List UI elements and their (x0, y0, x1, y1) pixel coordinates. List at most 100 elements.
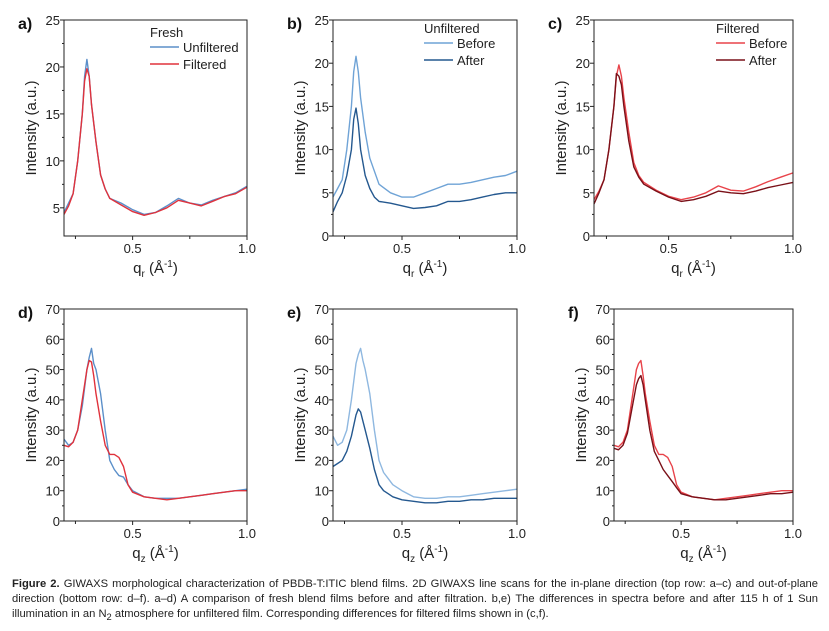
legend-entry: After (749, 53, 777, 68)
y-tick-label: 10 (576, 143, 590, 158)
panel-label: e) (287, 305, 301, 322)
x-label-q: q (680, 545, 688, 562)
panel-label: c) (548, 16, 562, 33)
y-tick-label: 50 (315, 363, 329, 378)
y-tick-label: 30 (46, 423, 60, 438)
y-tick-label: 30 (596, 423, 610, 438)
y-tick-label: 10 (46, 154, 60, 169)
x-label-open: (Å (414, 260, 433, 277)
y-tick-label: 15 (576, 99, 590, 114)
series-line-unfiltered (63, 347, 248, 499)
y-tick-label: 0 (322, 229, 329, 244)
x-label-sup: -1 (164, 259, 173, 270)
caption-n: N (98, 608, 107, 620)
y-tick-label: 25 (576, 13, 590, 28)
x-label-sub: r (679, 269, 683, 280)
x-label-close: ) (442, 260, 447, 277)
y-tick-label: 40 (46, 393, 60, 408)
y-tick-label: 25 (46, 13, 60, 28)
y-axis-label: Intensity (a.u.) (292, 367, 309, 462)
chart-panel-b: 0.5 1.0 0 5 10 15 20 25 Intensity (a.u.) qr (Å-1)… (287, 13, 526, 280)
chart-panel-c: 0.5 1.0 0 5 10 15 20 25 Intensity (a.u.) qr (Å-1)… (548, 13, 802, 280)
series-line-after (332, 107, 517, 213)
plot-frame (63, 308, 248, 522)
y-tick-label: 50 (596, 363, 610, 378)
x-label-open: (Å (146, 545, 165, 562)
y-tick-label: 30 (315, 423, 329, 438)
plot-frame (63, 19, 248, 237)
x-label-close: ) (443, 545, 448, 562)
y-tick-label: 20 (315, 453, 329, 468)
x-axis-label: qr (Å-1) (403, 259, 448, 280)
legend-entry: Filtered (183, 57, 226, 72)
y-tick-label: 60 (596, 332, 610, 347)
x-label-close: ) (174, 545, 179, 562)
y-tick-label: 10 (46, 484, 60, 499)
x-label-q: q (132, 545, 140, 562)
x-label-sub: z (410, 554, 415, 565)
x-tick-label: 1.0 (238, 526, 256, 541)
series-line-before (332, 347, 518, 499)
x-label-sub: r (411, 269, 415, 280)
series-line-before (332, 55, 518, 198)
legend-title: Fresh (150, 25, 183, 40)
y-tick-label: 20 (576, 56, 590, 71)
x-axis-label: qz (Å-1) (402, 544, 448, 565)
x-axis-label: qz (Å-1) (132, 544, 178, 565)
figure-caption: Figure 2. GIWAXS morphological character… (12, 577, 818, 625)
x-tick-label: 1.0 (238, 241, 256, 256)
y-tick-label: 70 (315, 302, 329, 317)
series-line-after (613, 374, 794, 501)
series-line-before (593, 64, 794, 201)
y-axis-label: Intensity (a.u.) (553, 80, 570, 175)
x-label-sup: -1 (434, 544, 443, 555)
x-label-sup: -1 (702, 259, 711, 270)
y-axis-label: Intensity (a.u.) (23, 367, 40, 462)
panel-label: a) (18, 16, 32, 33)
y-tick-label: 10 (315, 484, 329, 499)
panel-label: b) (287, 16, 302, 33)
y-tick-label: 5 (53, 201, 60, 216)
panel-label: f) (568, 305, 579, 322)
x-label-sup: -1 (433, 259, 442, 270)
x-tick-label: 1.0 (508, 241, 526, 256)
y-tick-label: 10 (315, 143, 329, 158)
x-axis-label: qr (Å-1) (133, 259, 178, 280)
x-tick-label: 0.5 (124, 241, 142, 256)
x-label-q: q (402, 545, 410, 562)
series-line-unfiltered (63, 58, 248, 216)
caption-text-end: atmosphere for unfiltered film. Correspo… (111, 608, 549, 620)
y-tick-label: 40 (315, 393, 329, 408)
y-tick-label: 5 (583, 186, 590, 201)
y-tick-label: 15 (46, 107, 60, 122)
y-tick-label: 50 (46, 363, 60, 378)
x-axis-label: qz (Å-1) (680, 544, 726, 565)
plot-frame (332, 308, 518, 522)
series-line-before (613, 359, 793, 501)
chart-panel-e: 0.5 1.0 0 10 20 30 40 50 60 70 Intensity (a.u.) qz … (287, 302, 526, 565)
y-tick-label: 0 (53, 514, 60, 529)
y-tick-label: 0 (322, 514, 329, 529)
series-line-after (332, 408, 517, 504)
x-label-close: ) (711, 260, 716, 277)
caption-n-sub: 2 (106, 612, 112, 623)
plot-frame (613, 308, 794, 522)
x-label-open: (Å (683, 260, 702, 277)
legend-title: Filtered (716, 21, 759, 36)
chart-panel-d: 0.5 1.0 0 10 20 30 40 50 60 70 Intensity (a.u.) qz … (18, 302, 256, 565)
x-tick-label: 0.5 (393, 526, 411, 541)
legend-entry: Before (457, 36, 495, 51)
y-tick-label: 20 (46, 60, 60, 75)
y-tick-label: 70 (596, 302, 610, 317)
y-tick-label: 20 (46, 453, 60, 468)
chart-panel-f: 0.5 1.0 0 10 20 30 40 50 60 70 Intensity (a.u.) qz … (568, 302, 802, 565)
x-axis-label: qr (Å-1) (671, 259, 716, 280)
legend-entry: Unfiltered (183, 40, 239, 55)
x-label-open: (Å (145, 260, 164, 277)
panel-label: d) (18, 305, 33, 322)
y-axis-label: Intensity (a.u.) (573, 367, 590, 462)
